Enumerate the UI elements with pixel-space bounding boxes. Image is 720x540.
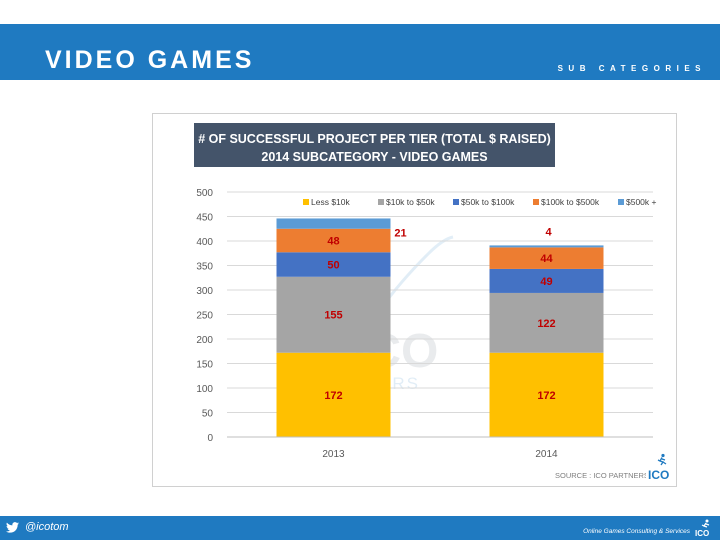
footer-tagline: Online Games Consulting & Services — [583, 528, 690, 535]
legend-swatch — [618, 199, 624, 205]
y-tick-label: 250 — [196, 311, 213, 322]
y-tick-label: 50 — [202, 409, 214, 420]
data-label: 122 — [537, 318, 555, 330]
y-tick-label: 0 — [207, 433, 213, 444]
source-logo: ICO — [648, 468, 669, 482]
source-note: SOURCE : ICO PARTNERS ICO — [555, 453, 670, 482]
legend-swatch — [303, 199, 309, 205]
data-label: 21 — [394, 227, 406, 239]
legend-swatch — [533, 199, 539, 205]
bar-segment — [489, 292, 604, 353]
stacked-bar-chart: ICO PARTNERS # OF SUCCESSFUL PROJECT PER… — [194, 123, 670, 482]
bar-segment — [489, 247, 604, 269]
page-title: VIDEO GAMES — [45, 46, 255, 74]
bar-segment — [276, 252, 391, 277]
top-band — [0, 0, 720, 24]
y-tick-label: 300 — [196, 286, 213, 297]
legend-label: $100k to $500k — [541, 197, 600, 207]
chart-title-box — [194, 123, 555, 167]
bars — [276, 218, 604, 437]
bar-segment — [489, 352, 604, 437]
data-label: 48 — [327, 236, 339, 248]
y-tick-label: 100 — [196, 384, 213, 395]
data-label: 155 — [324, 310, 342, 322]
page-subtitle: SUB CATEGORIES — [557, 64, 706, 73]
chart-title-line2: 2014 SUBCATEGORY - VIDEO GAMES — [261, 150, 487, 164]
legend-label: $10k to $50k — [386, 197, 435, 207]
bar-segment — [489, 268, 604, 293]
legend-label: $50k to $100k — [461, 197, 515, 207]
bar-segment — [276, 276, 391, 353]
legend-item: $50k to $100k — [453, 197, 515, 207]
footer-logo-text: ICO — [695, 529, 709, 537]
bar-segment — [489, 245, 604, 248]
twitter-icon — [6, 521, 19, 533]
bar-segment — [276, 352, 391, 437]
source-logo-box — [646, 467, 670, 481]
legend-label: $500k + — [626, 197, 657, 207]
legend-item: $100k to $500k — [533, 197, 600, 207]
header-bar: VIDEO GAMES SUB CATEGORIES — [0, 24, 720, 80]
data-label: 4 — [545, 226, 552, 238]
legend-item: $10k to $50k — [378, 197, 435, 207]
legend: Less $10k $10k to $50k $50k to $100k $100k … — [303, 197, 657, 207]
data-label: 172 — [537, 390, 555, 402]
y-tick-label: 150 — [196, 360, 213, 371]
x-tick-label: 2013 — [322, 449, 345, 460]
y-tick-label: 450 — [196, 213, 213, 224]
twitter-handle[interactable]: @icotom — [6, 521, 69, 533]
data-label: 50 — [327, 260, 339, 272]
legend-item: $500k + — [618, 197, 657, 207]
y-axis: 0 50 100 150 200 250 300 350 400 450 500 — [196, 188, 213, 444]
x-tick-label: 2014 — [535, 449, 558, 460]
chart-title: # OF SUCCESSFUL PROJECT PER TIER (TOTAL … — [194, 123, 555, 167]
legend-item: Less $10k — [303, 197, 350, 207]
x-axis: 2013 2014 — [227, 436, 653, 460]
chart-title-line1: # OF SUCCESSFUL PROJECT PER TIER (TOTAL … — [198, 132, 551, 146]
runner-icon — [657, 453, 667, 466]
y-tick-label: 500 — [196, 188, 213, 199]
y-tick-label: 400 — [196, 237, 213, 248]
footer-bar: @icotom Online Games Consulting & Servic… — [0, 516, 720, 540]
source-label: SOURCE : ICO PARTNERS — [555, 471, 649, 480]
bar-segment — [276, 218, 391, 229]
legend-swatch — [378, 199, 384, 205]
bar-segment — [276, 228, 391, 253]
data-label: 44 — [540, 253, 553, 265]
chart-frame: ICO PARTNERS # OF SUCCESSFUL PROJECT PER… — [152, 113, 677, 487]
legend-label: Less $10k — [311, 197, 350, 207]
ico-logo: ICO — [695, 519, 709, 537]
data-label: 172 — [324, 390, 342, 402]
data-label: 49 — [540, 276, 552, 288]
y-tick-label: 350 — [196, 262, 213, 273]
twitter-handle-text: @icotom — [25, 521, 69, 533]
y-tick-label: 200 — [196, 335, 213, 346]
legend-swatch — [453, 199, 459, 205]
